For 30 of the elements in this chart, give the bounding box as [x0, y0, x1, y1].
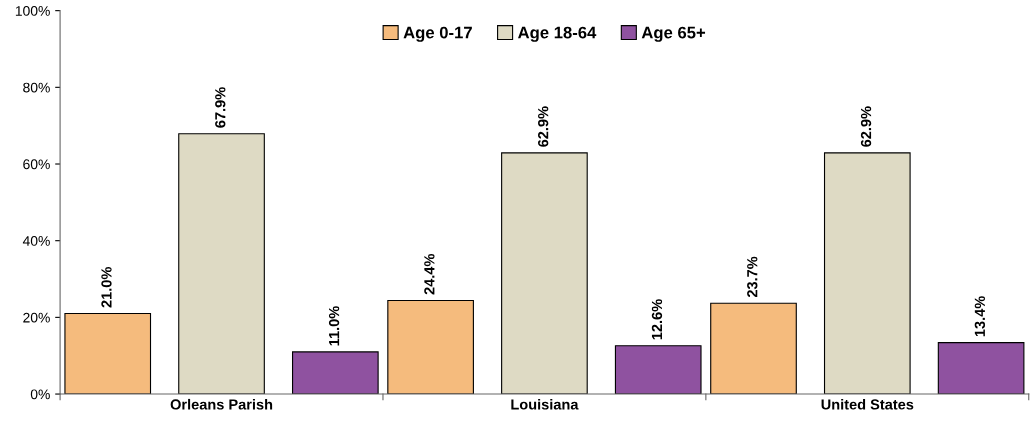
bar — [823, 152, 911, 395]
bar — [387, 299, 474, 395]
legend-label: Age 65+ — [641, 26, 706, 42]
data-label: 24.4% — [424, 253, 435, 295]
bar — [710, 302, 797, 395]
y-tick-label: 0% — [30, 389, 50, 400]
bar — [937, 342, 1025, 395]
data-label: 11.0% — [328, 306, 340, 346]
y-tick-label: 40% — [22, 236, 50, 246]
data-label: 67.9% — [215, 87, 226, 128]
data-label: 62.9% — [860, 106, 872, 147]
data-label: 12.6% — [651, 299, 663, 340]
legend-label: Age 0-17 — [403, 26, 472, 42]
y-tick-label: 60% — [23, 159, 50, 170]
data-label: 62.9% — [538, 106, 549, 147]
bar — [501, 152, 588, 395]
y-tick-label: 20% — [23, 312, 50, 323]
bar — [64, 312, 152, 395]
x-tick-label: United States — [821, 398, 914, 410]
bar — [291, 351, 379, 395]
data-label: 21.0% — [101, 267, 112, 308]
y-tick-label: 100% — [15, 5, 50, 16]
x-tick-label: Louisiana — [511, 398, 579, 410]
y-tick-label: 80% — [23, 82, 50, 93]
data-label: 23.7% — [747, 256, 758, 298]
bar — [178, 133, 265, 395]
data-label: 13.4% — [974, 296, 986, 337]
x-tick-label: Orleans Parish — [170, 398, 273, 410]
bar — [614, 345, 702, 395]
legend-label: Age 18-64 — [518, 26, 597, 42]
